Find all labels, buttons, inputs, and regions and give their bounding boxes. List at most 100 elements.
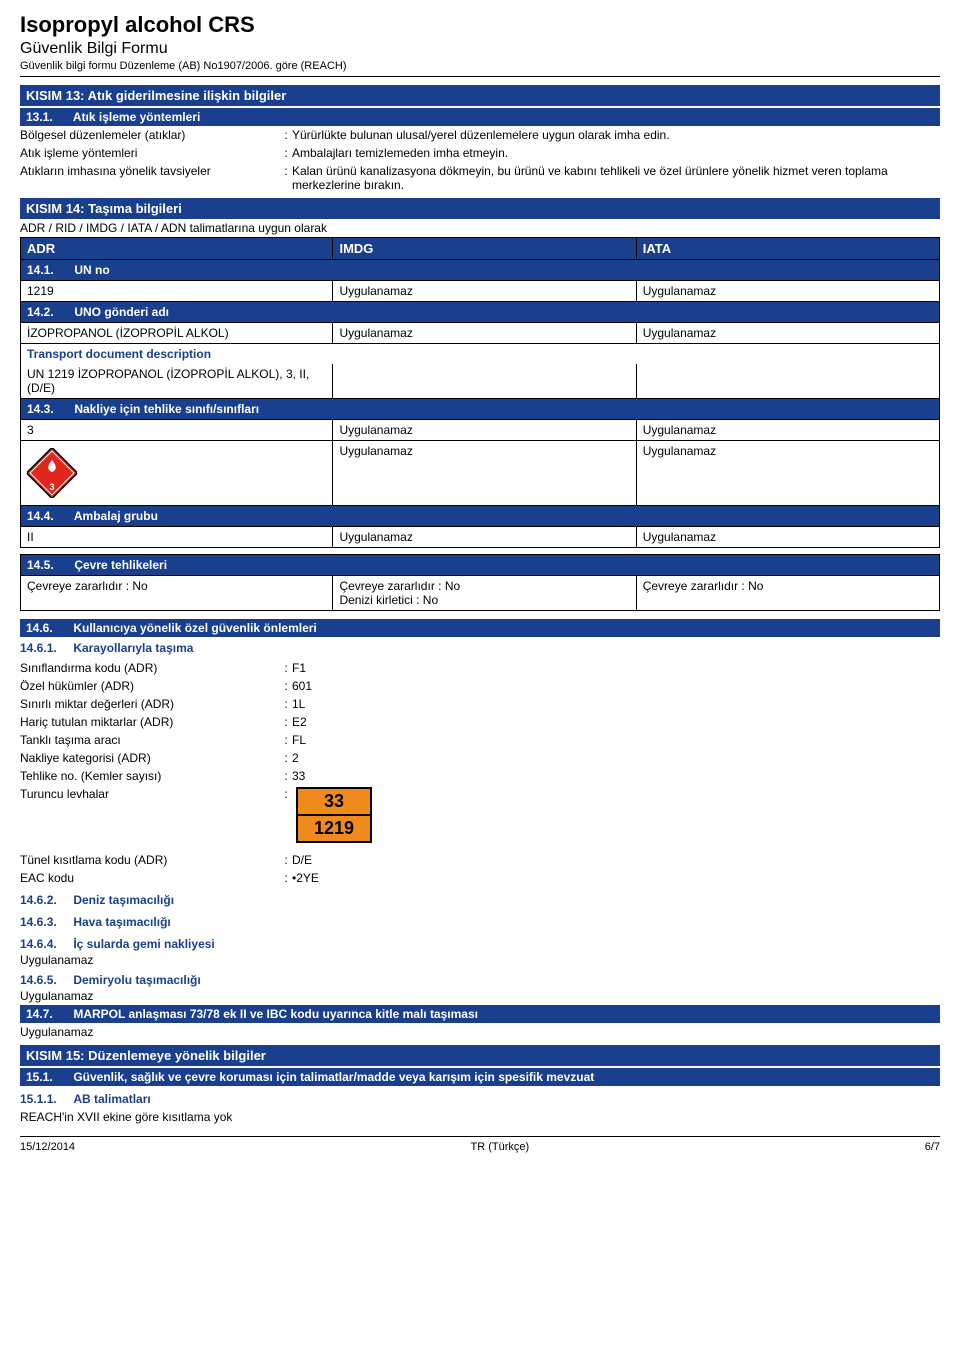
r2-0l: Tünel kısıtlama kodu (ADR) bbox=[20, 853, 280, 867]
cell-14-5-iata: Çevreye zararlıdır : No bbox=[636, 576, 939, 611]
placard-bottom: 1219 bbox=[298, 816, 370, 841]
sub-15-1-title: Güvenlik, sağlık ve çevre koruması için … bbox=[73, 1070, 594, 1084]
s13-row-1: Atık işleme yöntemleri : Ambalajları tem… bbox=[20, 144, 940, 162]
sub-15-1-num: 15.1. bbox=[26, 1070, 70, 1084]
r2l: Sınırlı miktar değerleri (ADR) bbox=[20, 697, 280, 711]
sub-14-6-5-title: Demiryolu taşımacılığı bbox=[73, 973, 200, 987]
sub-14-4-title: Ambalaj grubu bbox=[74, 509, 158, 523]
cell-14-2b-adr: UN 1219 İZOPROPANOL (İZOPROPİL ALKOL), 3… bbox=[21, 364, 333, 399]
s13-row-1-label: Atık işleme yöntemleri bbox=[20, 146, 280, 160]
cell-14-3b-imdg: Uygulanamaz bbox=[333, 441, 636, 506]
sub-14-6-2-title: Deniz taşımacılığı bbox=[73, 893, 174, 907]
r2-0v: D/E bbox=[292, 853, 940, 867]
r2v: 1L bbox=[292, 697, 940, 711]
r3v: E2 bbox=[292, 715, 940, 729]
colon: : bbox=[280, 146, 292, 160]
sub-14-3-title: Nakliye için tehlike sınıfı/sınıfları bbox=[74, 402, 259, 416]
hazard-diamond-icon: 3 bbox=[27, 448, 77, 498]
r2-1l: EAC kodu bbox=[20, 871, 280, 885]
cell-14-5-imdg: Çevreye zararlıdır : No Denizi kirletici… bbox=[333, 576, 636, 611]
cell-14-3a-adr: 3 bbox=[21, 420, 333, 441]
sub-15-1: 15.1. Güvenlik, sağlık ve çevre koruması… bbox=[20, 1068, 940, 1086]
footer-page: 6/7 bbox=[925, 1141, 940, 1153]
sub-14-6-4-val: Uygulanamaz bbox=[20, 953, 940, 967]
sub-14-6-4-num: 14.6.4. bbox=[20, 937, 70, 951]
row-tdd-label: Transport document description bbox=[21, 344, 940, 365]
transport-table: ADR IMDG IATA 14.1. UN no 1219 Uygulanam… bbox=[20, 237, 940, 548]
sub-14-1-title: UN no bbox=[74, 263, 109, 277]
sub-14-6-title: Kullanıcıya yönelik özel güvenlik önleml… bbox=[73, 621, 316, 635]
cell-14-4-iata: Uygulanamaz bbox=[636, 527, 939, 548]
sub-14-7-title: MARPOL anlaşması 73/78 ek II ve IBC kodu… bbox=[73, 1007, 478, 1021]
cell-14-4-adr: II bbox=[21, 527, 333, 548]
orange-placard-icon: 33 1219 bbox=[296, 787, 372, 843]
th-iata: IATA bbox=[636, 238, 939, 260]
s13-row-2: Atıkların imhasına yönelik tavsiyeler : … bbox=[20, 162, 940, 194]
r1l: Özel hükümler (ADR) bbox=[20, 679, 280, 693]
cell-14-2a-iata: Uygulanamaz bbox=[636, 323, 939, 344]
sub-14-6-3-num: 14.6.3. bbox=[20, 915, 70, 929]
footer-lang: TR (Türkçe) bbox=[471, 1141, 530, 1153]
cell-14-1-adr: 1219 bbox=[21, 281, 333, 302]
cell-tdd: Transport document description bbox=[21, 344, 940, 365]
r0l: Sınıflandırma kodu (ADR) bbox=[20, 661, 280, 675]
r6v: 33 bbox=[292, 769, 940, 783]
colon: : bbox=[280, 164, 292, 192]
th-adr: ADR bbox=[21, 238, 333, 260]
s13-row-1-val: Ambalajları temizlemeden imha etmeyin. bbox=[292, 146, 940, 160]
cell-14-4-imdg: Uygulanamaz bbox=[333, 527, 636, 548]
r4v: FL bbox=[292, 733, 940, 747]
s13-row-0-val: Yürürlükte bulunan ulusal/yerel düzenlem… bbox=[292, 128, 940, 142]
sub-13-1: 13.1. Atık işleme yöntemleri bbox=[20, 108, 940, 126]
cell-14-3b-adr: 3 bbox=[21, 441, 333, 506]
cell-14-2b-imdg bbox=[333, 364, 636, 399]
row-14-3a: 3 Uygulanamaz Uygulanamaz bbox=[21, 420, 940, 441]
s13-row-2-val: Kalan ürünü kanalizasyona dökmeyin, bu ü… bbox=[292, 164, 940, 192]
sub-14-6-1-num: 14.6.1. bbox=[20, 641, 70, 655]
colon: : bbox=[280, 128, 292, 142]
cell-14-1-imdg: Uygulanamaz bbox=[333, 281, 636, 302]
row-14-1: 1219 Uygulanamaz Uygulanamaz bbox=[21, 281, 940, 302]
r5l: Nakliye kategorisi (ADR) bbox=[20, 751, 280, 765]
regulation-line: Güvenlik bilgi formu Düzenleme (AB) No19… bbox=[20, 60, 940, 72]
sub-13-1-num: 13.1. bbox=[26, 110, 70, 124]
sub-14-7-val: Uygulanamaz bbox=[20, 1023, 940, 1041]
cell-14-2a-adr: İZOPROPANOL (İZOPROPİL ALKOL) bbox=[21, 323, 333, 344]
r3l: Hariç tutulan miktarlar (ADR) bbox=[20, 715, 280, 729]
product-title: Isopropyl alcohol CRS bbox=[20, 12, 940, 38]
sub-14-6: 14.6. Kullanıcıya yönelik özel güvenlik … bbox=[20, 619, 940, 637]
sub-14-5-title: Çevre tehlikeleri bbox=[74, 558, 167, 572]
page-footer: 15/12/2014 TR (Türkçe) 6/7 bbox=[20, 1136, 940, 1153]
sub-14-6-3-title: Hava taşımacılığı bbox=[73, 915, 170, 929]
s13-row-0-label: Bölgesel düzenlemeler (atıklar) bbox=[20, 128, 280, 142]
svg-text:3: 3 bbox=[49, 482, 54, 492]
cell-14-3b-iata: Uygulanamaz bbox=[636, 441, 939, 506]
row-14-3b: 3 Uygulanamaz Uygulanamaz bbox=[21, 441, 940, 506]
row-14-2b: UN 1219 İZOPROPANOL (İZOPROPİL ALKOL), 3… bbox=[21, 364, 940, 399]
footer-date: 15/12/2014 bbox=[20, 1141, 75, 1153]
r1v: 601 bbox=[292, 679, 940, 693]
th-imdg: IMDG bbox=[333, 238, 636, 260]
sub-15-1-1-num: 15.1.1. bbox=[20, 1092, 70, 1106]
sub-14-4: 14.4. Ambalaj grubu bbox=[21, 506, 940, 527]
cell-14-2b-iata bbox=[636, 364, 939, 399]
placard-top: 33 bbox=[298, 789, 370, 816]
r0v: F1 bbox=[292, 661, 940, 675]
sub-14-1-num: 14.1. bbox=[27, 263, 71, 277]
tdd-label: Transport document description bbox=[27, 347, 211, 361]
r5v: 2 bbox=[292, 751, 940, 765]
cell-14-2a-imdg: Uygulanamaz bbox=[333, 323, 636, 344]
sub-14-6-1-title: Karayollarıyla taşıma bbox=[73, 641, 193, 655]
sub-14-4-num: 14.4. bbox=[27, 509, 71, 523]
sub-14-6-5-val: Uygulanamaz bbox=[20, 989, 940, 1003]
sub-14-6-2-num: 14.6.2. bbox=[20, 893, 70, 907]
placard-label: Turuncu levhalar bbox=[20, 787, 280, 843]
cell-14-5-adr: Çevreye zararlıdır : No bbox=[21, 576, 333, 611]
row-14-4: II Uygulanamaz Uygulanamaz bbox=[21, 527, 940, 548]
s13-row-2-label: Atıkların imhasına yönelik tavsiyeler bbox=[20, 164, 280, 192]
sub-14-7-num: 14.7. bbox=[26, 1007, 70, 1021]
s1461-rows: Sınıflandırma kodu (ADR):F1 Özel hükümle… bbox=[20, 659, 940, 887]
row-14-5: Çevreye zararlıdır : No Çevreye zararlıd… bbox=[21, 576, 940, 611]
sub-13-1-title: Atık işleme yöntemleri bbox=[73, 110, 200, 124]
r2-1v: •2YE bbox=[292, 871, 940, 885]
